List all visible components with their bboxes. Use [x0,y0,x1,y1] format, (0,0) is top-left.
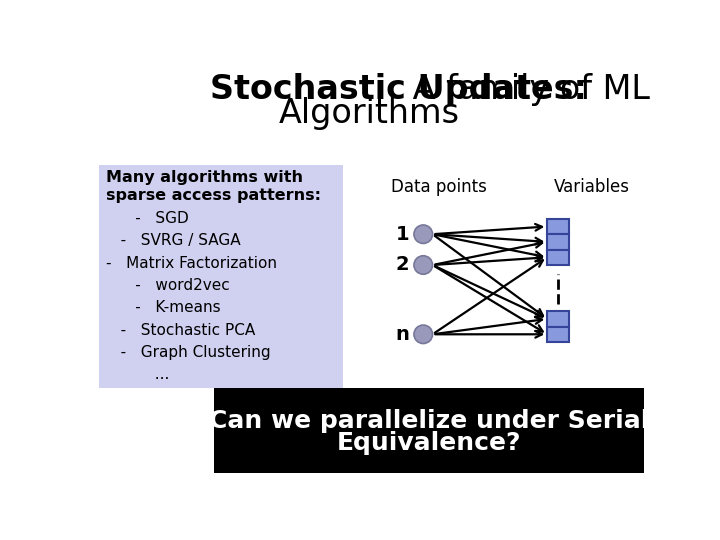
Bar [99,165,343,388]
Text: Many algorithms with
sparse access patterns:: Many algorithms with sparse access patte… [106,170,320,203]
Text: Stochastic Updates:: Stochastic Updates: [210,72,587,105]
Text: Data points: Data points [391,178,487,195]
Text: -   SVRG / SAGA: - SVRG / SAGA [106,233,240,248]
Bar [547,234,569,249]
Text: Equivalence?: Equivalence? [337,431,521,455]
Text: 1: 1 [396,225,409,244]
Text: -   Stochastic PCA: - Stochastic PCA [106,323,255,338]
Text: Variables: Variables [554,178,630,195]
Bar [547,327,569,342]
Circle shape [414,225,433,244]
Text: Algorithms: Algorithms [279,97,459,130]
Bar [547,311,569,327]
Text: -   SGD: - SGD [106,211,188,226]
Text: Can we parallelize under Serial: Can we parallelize under Serial [209,409,649,433]
Text: -   Matrix Factorization: - Matrix Factorization [106,256,276,271]
Bar [214,388,644,473]
Bar [547,249,569,265]
Text: -   Graph Clustering: - Graph Clustering [106,345,270,360]
Bar [547,219,569,234]
Text: -   K-means: - K-means [106,300,220,315]
Circle shape [414,325,433,343]
Text: ...: ... [106,367,169,382]
Text: -   word2vec: - word2vec [106,278,229,293]
Circle shape [414,256,433,274]
Text: 2: 2 [396,255,409,274]
Text: n: n [395,325,409,344]
Text: A family of ML: A family of ML [402,72,650,105]
